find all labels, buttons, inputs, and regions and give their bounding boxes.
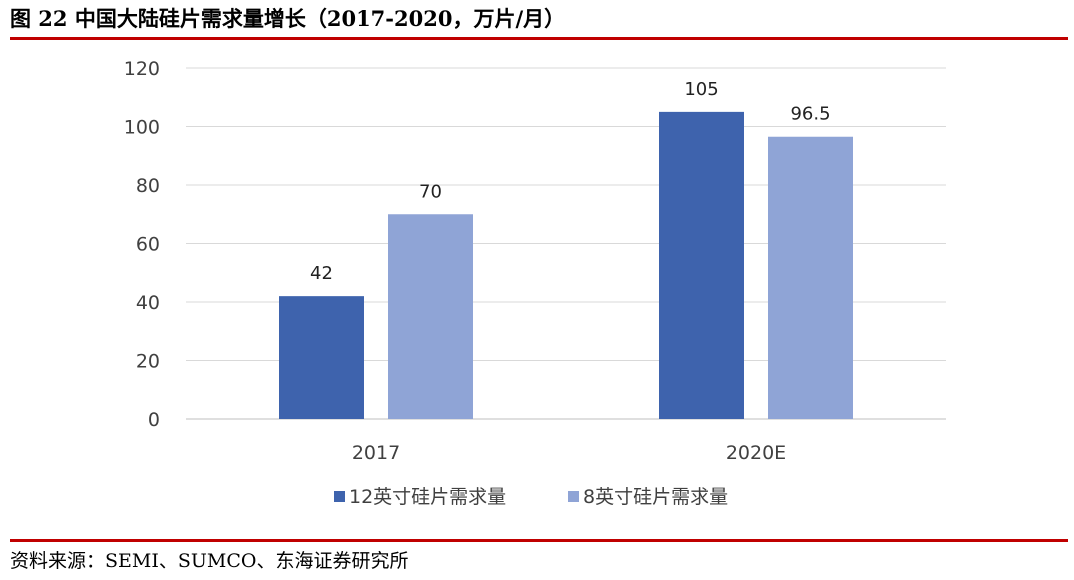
x-axis: 2017 2020E bbox=[352, 442, 786, 464]
source-note: 资料来源：SEMI、SUMCO、东海证券研究所 bbox=[10, 550, 409, 572]
y-tick-label: 120 bbox=[124, 58, 160, 80]
data-label: 42 bbox=[310, 263, 333, 284]
y-tick-label: 60 bbox=[136, 234, 160, 256]
data-label: 105 bbox=[684, 79, 718, 100]
y-tick-label: 0 bbox=[148, 409, 160, 431]
x-tick-label: 2020E bbox=[726, 442, 786, 464]
y-tick-label: 20 bbox=[136, 351, 160, 373]
bar bbox=[659, 111, 744, 419]
legend-label: 12英寸硅片需求量 bbox=[349, 486, 506, 508]
bar bbox=[768, 136, 853, 420]
legend-label: 8英寸硅片需求量 bbox=[583, 486, 728, 508]
legend: 12英寸硅片需求量 8英寸硅片需求量 bbox=[334, 486, 728, 508]
y-tick-label: 40 bbox=[136, 292, 160, 314]
bar bbox=[388, 214, 473, 419]
y-tick-label: 100 bbox=[124, 117, 160, 139]
source-divider bbox=[10, 539, 1068, 542]
figure-title: 图 22 中国大陆硅片需求量增长（2017-2020，万片/月） bbox=[10, 6, 566, 31]
bar-chart: 0 20 40 60 80 100 120 42 70 105 96.5 2017 2020E 12… bbox=[124, 58, 946, 508]
y-tick-label: 80 bbox=[136, 175, 160, 197]
data-label: 96.5 bbox=[790, 104, 830, 125]
legend-swatch bbox=[568, 491, 579, 502]
data-label: 70 bbox=[419, 181, 442, 202]
title-divider bbox=[10, 37, 1068, 40]
bars bbox=[279, 111, 853, 420]
data-labels: 42 70 105 96.5 bbox=[310, 79, 830, 284]
legend-swatch bbox=[334, 491, 345, 502]
x-tick-label: 2017 bbox=[352, 442, 400, 464]
bar bbox=[279, 296, 364, 419]
y-axis: 0 20 40 60 80 100 120 bbox=[124, 58, 160, 431]
